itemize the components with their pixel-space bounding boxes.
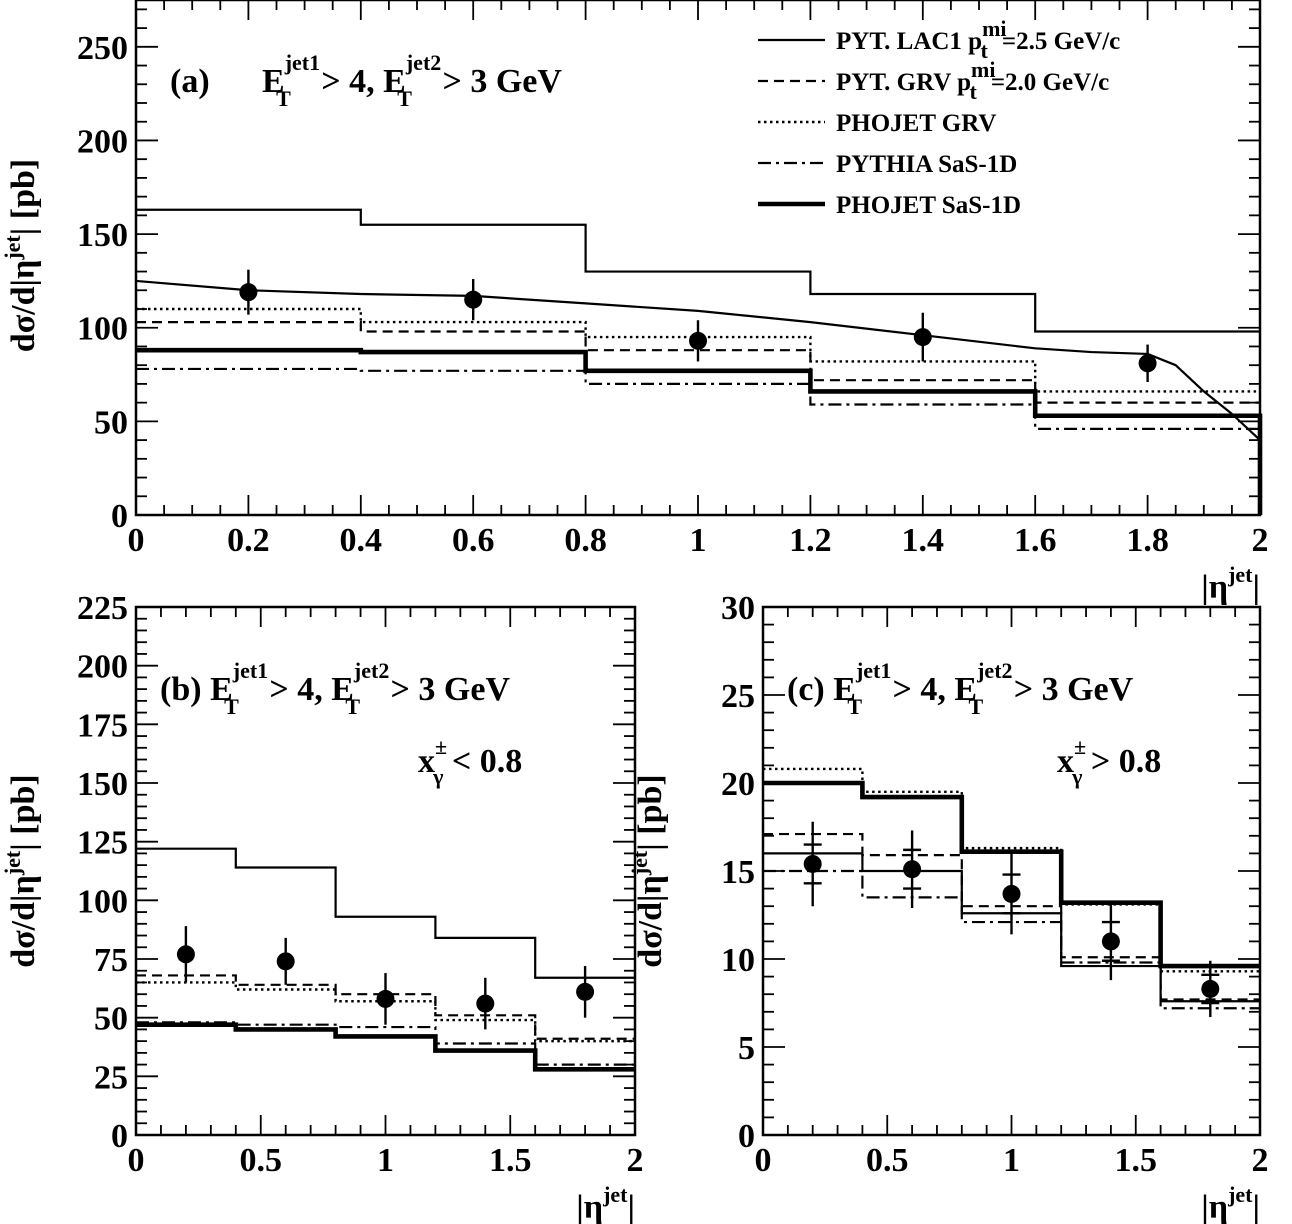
x-axis-title: |ηjet| [576, 1182, 635, 1224]
data-point [1101, 932, 1120, 951]
data-point [239, 283, 258, 302]
cut-label: Ejet1 T > 4, Ejet2 T > 3 GeV [262, 50, 562, 111]
series-dotted-histogram [136, 981, 635, 1043]
y-tick-label: 0 [111, 1118, 128, 1155]
panel-b: 0 0.5 1 1.5 2 0 25 50 75 100 125 150 175 200 225 dσ/d|η… [0, 590, 644, 1224]
data-point [464, 290, 483, 309]
y-tick-label: 100 [77, 311, 128, 348]
y-tick-label: 50 [94, 404, 128, 441]
legend-entry: PYT. GRV pmi t =2.0 GeV/c [836, 57, 1109, 104]
y-tick-label: 15 [721, 854, 755, 891]
y-tick-label: 10 [721, 942, 755, 979]
x-tick-label: 1.5 [1115, 1142, 1158, 1179]
y-tick-label: 0 [111, 498, 128, 535]
series-dashdot-histogram [136, 367, 1260, 430]
x-tick-label: 1.5 [489, 1142, 532, 1179]
y-tick-label: 225 [77, 590, 128, 627]
y-tick-label: 5 [738, 1030, 755, 1067]
x-axis-title: |ηjet| [1201, 562, 1260, 606]
y-tick-label: 175 [77, 707, 128, 744]
y-tick-label: 75 [94, 942, 128, 979]
x-tick-label: 0 [755, 1142, 772, 1179]
x-tick-label: 0.4 [340, 522, 383, 559]
x-tick-label: 1 [1003, 1142, 1020, 1179]
x-tick-label: 0.5 [866, 1142, 909, 1179]
data-point [376, 989, 395, 1008]
y-tick-label: 50 [94, 1001, 128, 1038]
series-solid-histogram [136, 208, 1260, 333]
y-tick-label: 125 [77, 825, 128, 862]
data-point [176, 945, 195, 964]
y-tick-label: 100 [77, 883, 128, 920]
y-tick-label: 200 [77, 649, 128, 686]
x-tick-label: 1.6 [1014, 522, 1057, 559]
x-tick-label: 2 [1252, 1142, 1269, 1179]
y-tick-label: 200 [77, 123, 128, 160]
data-point [1201, 979, 1220, 998]
x-tick-label: 1.8 [1126, 522, 1169, 559]
y-tick-label: 250 [77, 30, 128, 67]
panel-label: (a) [170, 63, 210, 100]
legend-entry: PHOJET GRV [836, 110, 997, 137]
x-tick-label: 1.2 [789, 522, 832, 559]
data-point [903, 860, 922, 879]
cut-label: (b) Ejet1 T > 4, Ejet2 T > 3 GeV [160, 658, 510, 719]
series-thick-histogram [136, 1022, 635, 1072]
y-tick-label: 0 [738, 1118, 755, 1155]
panel-a: 0 0.2 0.4 0.6 0.8 1 1.2 1.4 1.6 1.8 2 0 50 100 150 200 2… [0, 0, 1269, 606]
x-tick-label: 2 [1252, 522, 1269, 559]
y-tick-label: 25 [721, 678, 755, 715]
x-tick-label: 1.4 [902, 522, 945, 559]
data-point [276, 952, 295, 971]
x-tick-label: 1 [690, 522, 707, 559]
xgamma-label: x± γ > 0.8 [1057, 734, 1161, 789]
x-tick-label: 0 [128, 1142, 145, 1179]
x-tick-label: 0.8 [564, 522, 607, 559]
series-thick-histogram [763, 780, 1260, 969]
series-dashdot-histogram [136, 1021, 635, 1066]
x-tick-label: 2 [627, 1142, 644, 1179]
y-axis-title: dσ/d|ηjet| [pb] [627, 774, 669, 967]
y-tick-label: 150 [77, 766, 128, 803]
data-point [476, 994, 495, 1013]
x-tick-label: 0 [128, 522, 145, 559]
data-point [913, 328, 932, 347]
y-tick-label: 150 [77, 217, 128, 254]
data-point [689, 331, 707, 350]
xgamma-label: x± γ < 0.8 [418, 734, 522, 789]
legend-entry: PYTHIA SaS-1D [836, 151, 1017, 178]
data-point [576, 982, 595, 1001]
y-tick-label: 20 [721, 766, 755, 803]
x-axis-title: |ηjet| [1201, 1182, 1260, 1224]
y-axis-title: dσ/d|ηjet| [pb] [0, 159, 42, 352]
x-tick-label: 1 [377, 1142, 394, 1179]
data-point [1002, 884, 1021, 903]
y-tick-label: 30 [721, 590, 755, 627]
legend-entry: PHOJET SaS-1D [836, 192, 1021, 219]
data-point [803, 854, 822, 873]
series-thick-histogram [136, 347, 1263, 515]
legend-entry: PYT. LAC1 pmi t =2.5 GeV/c [836, 16, 1120, 63]
cut-label: (c) Ejet1 T > 4, Ejet2 T > 3 GeV [787, 658, 1134, 719]
y-axis-title: dσ/d|ηjet| [pb] [0, 774, 42, 967]
series-dashdot-histogram [763, 869, 1260, 1010]
series-solid-histogram [136, 847, 635, 979]
y-tick-label: 25 [94, 1059, 128, 1096]
series-dashed-histogram [136, 974, 635, 1040]
x-tick-label: 0.6 [452, 522, 495, 559]
x-tick-label: 0.2 [227, 522, 270, 559]
x-tick-label: 0.5 [240, 1142, 283, 1179]
data-point [1138, 354, 1157, 373]
